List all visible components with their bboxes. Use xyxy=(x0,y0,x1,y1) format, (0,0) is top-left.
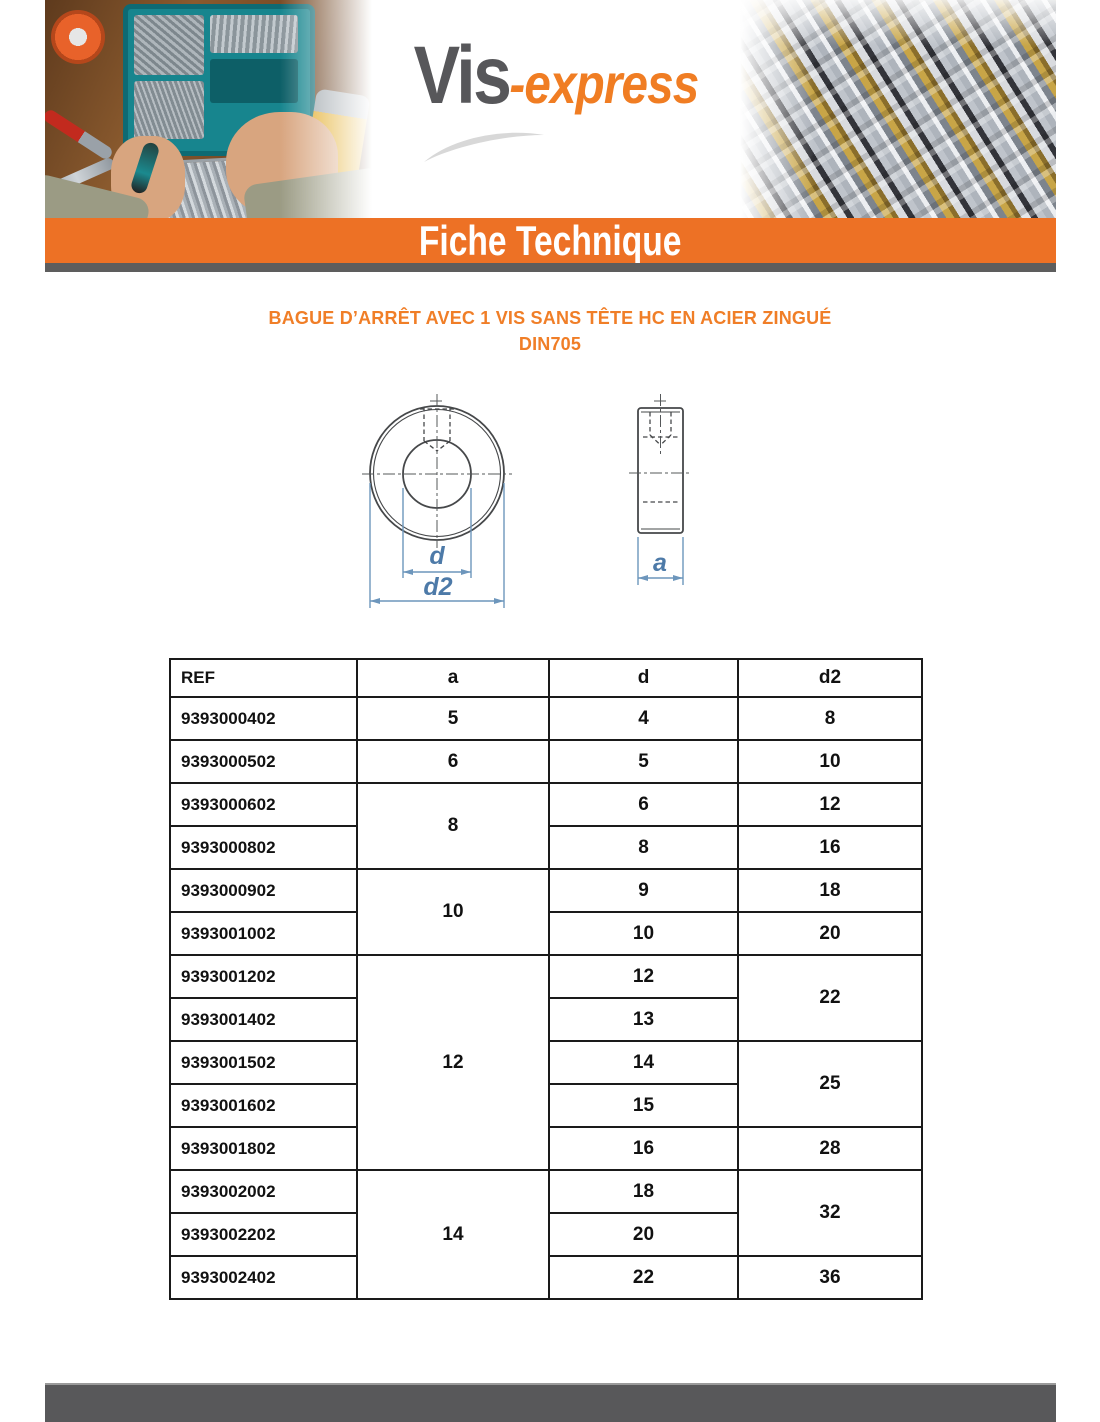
value-cell: 12 xyxy=(737,782,923,827)
front-view: d d2 xyxy=(362,394,512,608)
column-header-d2: d2 xyxy=(737,658,923,698)
value-cell: 9 xyxy=(548,868,739,913)
ref-cell: 9393002202 xyxy=(169,1212,358,1257)
table-row: 9393001402 13 xyxy=(169,997,922,1042)
ref-cell: 9393002002 xyxy=(169,1169,358,1214)
value-cell: 18 xyxy=(548,1169,739,1214)
box-compartment xyxy=(134,15,204,75)
value-cell: 10 xyxy=(356,868,550,956)
value-cell: 13 xyxy=(548,997,739,1042)
box-compartment xyxy=(134,81,204,139)
table-row: 9393001002 10 20 xyxy=(169,911,923,956)
value-cell: 6 xyxy=(548,782,739,827)
table-row: 9393002002 14 18 32 xyxy=(169,1169,923,1300)
table-row: 9393000502 6 5 10 xyxy=(169,739,923,784)
value-cell: 16 xyxy=(737,825,923,870)
banner: Fiche Technique xyxy=(45,218,1056,263)
ref-cell: 9393000902 xyxy=(169,868,358,913)
value-cell: 8 xyxy=(737,696,923,741)
value-cell: 8 xyxy=(356,782,550,870)
dimension-label-d: d xyxy=(429,542,445,570)
value-cell: 6 xyxy=(356,739,550,784)
value-cell: 5 xyxy=(548,739,739,784)
ref-cell: 9393000502 xyxy=(169,739,358,784)
value-cell: 14 xyxy=(356,1169,550,1300)
vis-express-logo: Vis-express xyxy=(372,0,740,218)
ref-cell: 9393001202 xyxy=(169,954,358,999)
ref-cell: 9393001002 xyxy=(169,911,358,956)
banner-shadow-bar xyxy=(45,263,1056,272)
spec-table-body: 9393000402 5 4 8 9393000502 6 5 10 9393000602 8 6 1… xyxy=(169,696,923,1300)
table-row: 9393001502 14 25 xyxy=(169,1040,923,1128)
value-cell: 20 xyxy=(548,1212,739,1257)
technical-drawing: d d2 a xyxy=(362,394,692,608)
table-row: 9393001802 16 28 xyxy=(169,1126,923,1171)
logo-swoosh-icon xyxy=(424,132,544,162)
value-cell: 16 xyxy=(548,1126,739,1171)
dimension-label-a: a xyxy=(653,549,667,577)
spec-table-head: REF a d d2 xyxy=(169,658,923,698)
column-header-ref: REF xyxy=(169,658,358,698)
dimension-label-d2: d2 xyxy=(423,573,452,601)
product-standard: DIN705 xyxy=(518,334,582,354)
table-row: 9393002202 20 xyxy=(169,1212,922,1257)
tape-measure xyxy=(51,10,105,64)
value-cell: 4 xyxy=(548,696,739,741)
value-cell: 18 xyxy=(737,868,923,913)
product-title-block: BAGUE D’ARRÊT AVEC 1 VIS SANS TÊTE HC EN… xyxy=(0,305,1100,357)
screwdriver xyxy=(45,107,115,162)
value-cell: 22 xyxy=(548,1255,739,1300)
ref-cell: 9393001402 xyxy=(169,997,358,1042)
ref-cell: 9393000402 xyxy=(169,696,358,741)
table-row: 9393000402 5 4 8 xyxy=(169,696,923,741)
value-cell: 5 xyxy=(356,696,550,741)
value-cell: 22 xyxy=(737,954,923,1042)
ref-cell: 9393000802 xyxy=(169,825,358,870)
spec-table: REF a d d2 9393000402 5 4 8 9393000502 6 5 10 93930… xyxy=(169,658,923,1300)
table-row: 9393000602 8 6 12 xyxy=(169,782,923,870)
table-row: 9393001602 15 xyxy=(169,1083,922,1128)
column-header-a: a xyxy=(356,658,550,698)
table-row: 9393000802 8 16 xyxy=(169,825,923,870)
banner-title: Fiche Technique xyxy=(419,216,682,264)
value-cell: 32 xyxy=(737,1169,923,1257)
product-title: BAGUE D’ARRÊT AVEC 1 VIS SANS TÊTE HC EN… xyxy=(268,308,832,328)
photo-white-fade xyxy=(280,0,372,218)
logo-text: Vis-express xyxy=(400,35,713,139)
footer-bar xyxy=(45,1383,1056,1422)
header-row: REF a d d2 xyxy=(169,658,923,698)
side-view: a xyxy=(629,394,692,585)
value-cell: 15 xyxy=(548,1083,739,1128)
table-row: 9393001202 12 12 22 xyxy=(169,954,923,1171)
logo-text-express: -express xyxy=(509,52,699,115)
ref-cell: 9393000602 xyxy=(169,782,358,827)
value-cell: 12 xyxy=(548,954,739,999)
value-cell: 8 xyxy=(548,825,739,870)
value-cell: 12 xyxy=(356,954,550,1171)
ref-cell: 9393001802 xyxy=(169,1126,358,1171)
value-cell: 20 xyxy=(737,911,923,956)
ref-cell: 9393001502 xyxy=(169,1040,358,1085)
value-cell: 25 xyxy=(737,1040,923,1128)
logo-text-vis: Vis xyxy=(413,30,512,121)
column-header-d: d xyxy=(548,658,739,698)
value-cell: 36 xyxy=(737,1255,923,1300)
left-header-photo xyxy=(45,0,372,218)
ref-cell: 9393002402 xyxy=(169,1255,358,1300)
value-cell: 28 xyxy=(737,1126,923,1171)
value-cell: 10 xyxy=(548,911,739,956)
value-cell: 10 xyxy=(737,739,923,784)
ref-cell: 9393001602 xyxy=(169,1083,358,1128)
value-cell: 14 xyxy=(548,1040,739,1085)
right-header-photo xyxy=(740,0,1056,218)
table-row: 9393000902 10 9 18 xyxy=(169,868,923,956)
photo-white-fade xyxy=(740,0,1056,46)
table-row: 9393002402 22 36 xyxy=(169,1255,923,1300)
